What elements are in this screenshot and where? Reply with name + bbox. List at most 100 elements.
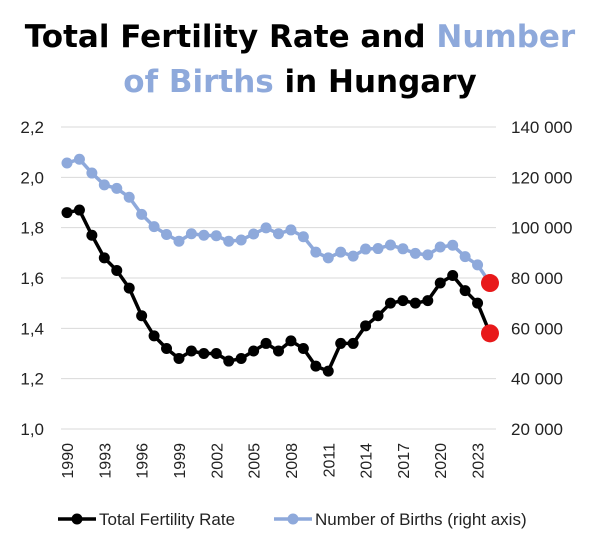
data-point-tfr bbox=[335, 337, 347, 349]
x-tick-label: 1993 bbox=[97, 443, 114, 479]
right-tick-label: 20 000 bbox=[511, 420, 563, 439]
left-tick-label: 1,4 bbox=[20, 319, 44, 338]
data-point-births bbox=[86, 167, 98, 179]
right-axis-ticks: 20 000 40 000 60 000 80 000 100 000 120 000 14… bbox=[511, 118, 572, 439]
data-point-births bbox=[198, 229, 210, 241]
data-point-births bbox=[123, 191, 135, 203]
right-tick-label: 60 000 bbox=[511, 319, 563, 338]
data-point-births bbox=[335, 246, 347, 258]
data-point-tfr bbox=[198, 348, 210, 359]
left-axis-ticks: 1,0 1,2 1,4 1,6 1,8 2,0 2,2 bbox=[20, 118, 44, 439]
x-axis-ticks: 1990 1993 1996 1999 2002 2005 2008 2011 2014 2017… bbox=[60, 443, 488, 479]
data-point-tfr bbox=[98, 252, 110, 264]
data-point-births bbox=[372, 243, 384, 255]
data-point-tfr bbox=[297, 342, 309, 354]
data-point-births bbox=[422, 249, 434, 261]
data-point-tfr bbox=[73, 204, 85, 216]
title-part-1: Total Fertility Rate and bbox=[25, 19, 437, 55]
right-tick-label: 40 000 bbox=[511, 370, 563, 389]
data-point-births bbox=[161, 228, 173, 240]
x-tick-label: 2023 bbox=[471, 443, 488, 479]
data-point-tfr bbox=[136, 310, 148, 322]
legend-label-tfr: Total Fertility Rate bbox=[99, 510, 235, 529]
title-part-4: in Hungary bbox=[274, 64, 477, 100]
data-point-tfr bbox=[223, 355, 235, 367]
data-point-tfr bbox=[185, 345, 197, 357]
data-point-tfr bbox=[322, 365, 334, 377]
highlight-point-tfr bbox=[481, 324, 499, 343]
x-tick-label: 2008 bbox=[284, 443, 301, 479]
data-point-births bbox=[285, 224, 297, 236]
data-point-births bbox=[111, 182, 123, 194]
right-tick-label: 80 000 bbox=[511, 269, 563, 288]
data-point-tfr bbox=[61, 207, 73, 219]
data-point-births bbox=[297, 231, 309, 243]
chart-title: Total Fertility Rate and Number of Birth… bbox=[25, 19, 576, 100]
right-tick-label: 140 000 bbox=[511, 118, 572, 137]
data-point-births bbox=[384, 239, 396, 251]
data-point-tfr bbox=[273, 345, 284, 357]
x-tick-label: 2002 bbox=[209, 443, 226, 479]
x-tick-label: 2020 bbox=[433, 443, 450, 479]
data-point-tfr bbox=[111, 264, 123, 276]
left-tick-label: 2,2 bbox=[20, 118, 44, 137]
series-layer bbox=[61, 153, 499, 377]
legend: Total Fertility Rate Number of Births (r… bbox=[58, 510, 527, 529]
legend-dot-tfr bbox=[71, 513, 83, 525]
data-point-tfr bbox=[384, 297, 396, 309]
gridlines bbox=[61, 126, 496, 430]
data-point-births bbox=[148, 221, 160, 233]
data-point-births bbox=[397, 243, 409, 255]
title-part-3: of Births bbox=[123, 64, 273, 100]
data-point-tfr bbox=[86, 229, 98, 241]
right-tick-label: 100 000 bbox=[511, 219, 572, 238]
data-point-births bbox=[173, 235, 185, 247]
data-point-births bbox=[248, 228, 260, 240]
right-tick-label: 120 000 bbox=[511, 168, 572, 187]
data-point-tfr bbox=[459, 285, 471, 297]
x-tick-label: 2011 bbox=[321, 443, 338, 478]
legend-label-births: Number of Births (right axis) bbox=[315, 510, 527, 529]
data-point-births bbox=[273, 228, 284, 240]
data-point-births bbox=[98, 179, 110, 191]
left-tick-label: 1,8 bbox=[20, 219, 44, 238]
data-point-births bbox=[322, 252, 334, 264]
x-tick-label: 2017 bbox=[396, 443, 413, 479]
left-tick-label: 1,6 bbox=[20, 269, 44, 288]
data-point-tfr bbox=[260, 337, 272, 349]
data-point-tfr bbox=[447, 269, 459, 281]
data-point-tfr bbox=[422, 295, 434, 307]
data-point-births bbox=[459, 251, 471, 263]
data-point-tfr bbox=[148, 330, 160, 342]
data-point-tfr bbox=[472, 297, 484, 309]
data-point-births bbox=[61, 157, 73, 169]
data-point-births bbox=[210, 230, 222, 242]
data-point-births bbox=[223, 235, 235, 247]
data-point-births bbox=[310, 246, 322, 258]
x-tick-label: 1996 bbox=[135, 443, 152, 479]
title-line-2: of Births in Hungary bbox=[123, 64, 476, 100]
data-point-births bbox=[347, 250, 359, 262]
data-point-births bbox=[447, 239, 459, 251]
data-point-tfr bbox=[248, 345, 260, 357]
data-point-tfr bbox=[161, 342, 173, 354]
x-tick-label: 1999 bbox=[172, 443, 189, 479]
data-point-tfr bbox=[210, 348, 222, 359]
data-point-births bbox=[185, 228, 197, 240]
title-part-2: Number bbox=[436, 19, 576, 55]
left-tick-label: 1,0 bbox=[20, 420, 44, 439]
data-point-tfr bbox=[123, 282, 135, 294]
data-point-births bbox=[472, 259, 484, 271]
data-point-births bbox=[136, 208, 148, 220]
title-line-1: Total Fertility Rate and Number bbox=[25, 19, 576, 55]
data-point-births bbox=[235, 234, 247, 246]
data-point-births bbox=[434, 241, 446, 253]
data-point-births bbox=[409, 247, 421, 259]
data-point-tfr bbox=[409, 297, 421, 309]
data-point-tfr bbox=[310, 360, 322, 372]
x-tick-label: 2014 bbox=[359, 443, 376, 479]
data-point-births bbox=[360, 243, 372, 255]
x-tick-label: 1990 bbox=[60, 443, 77, 479]
data-point-births bbox=[73, 153, 85, 165]
